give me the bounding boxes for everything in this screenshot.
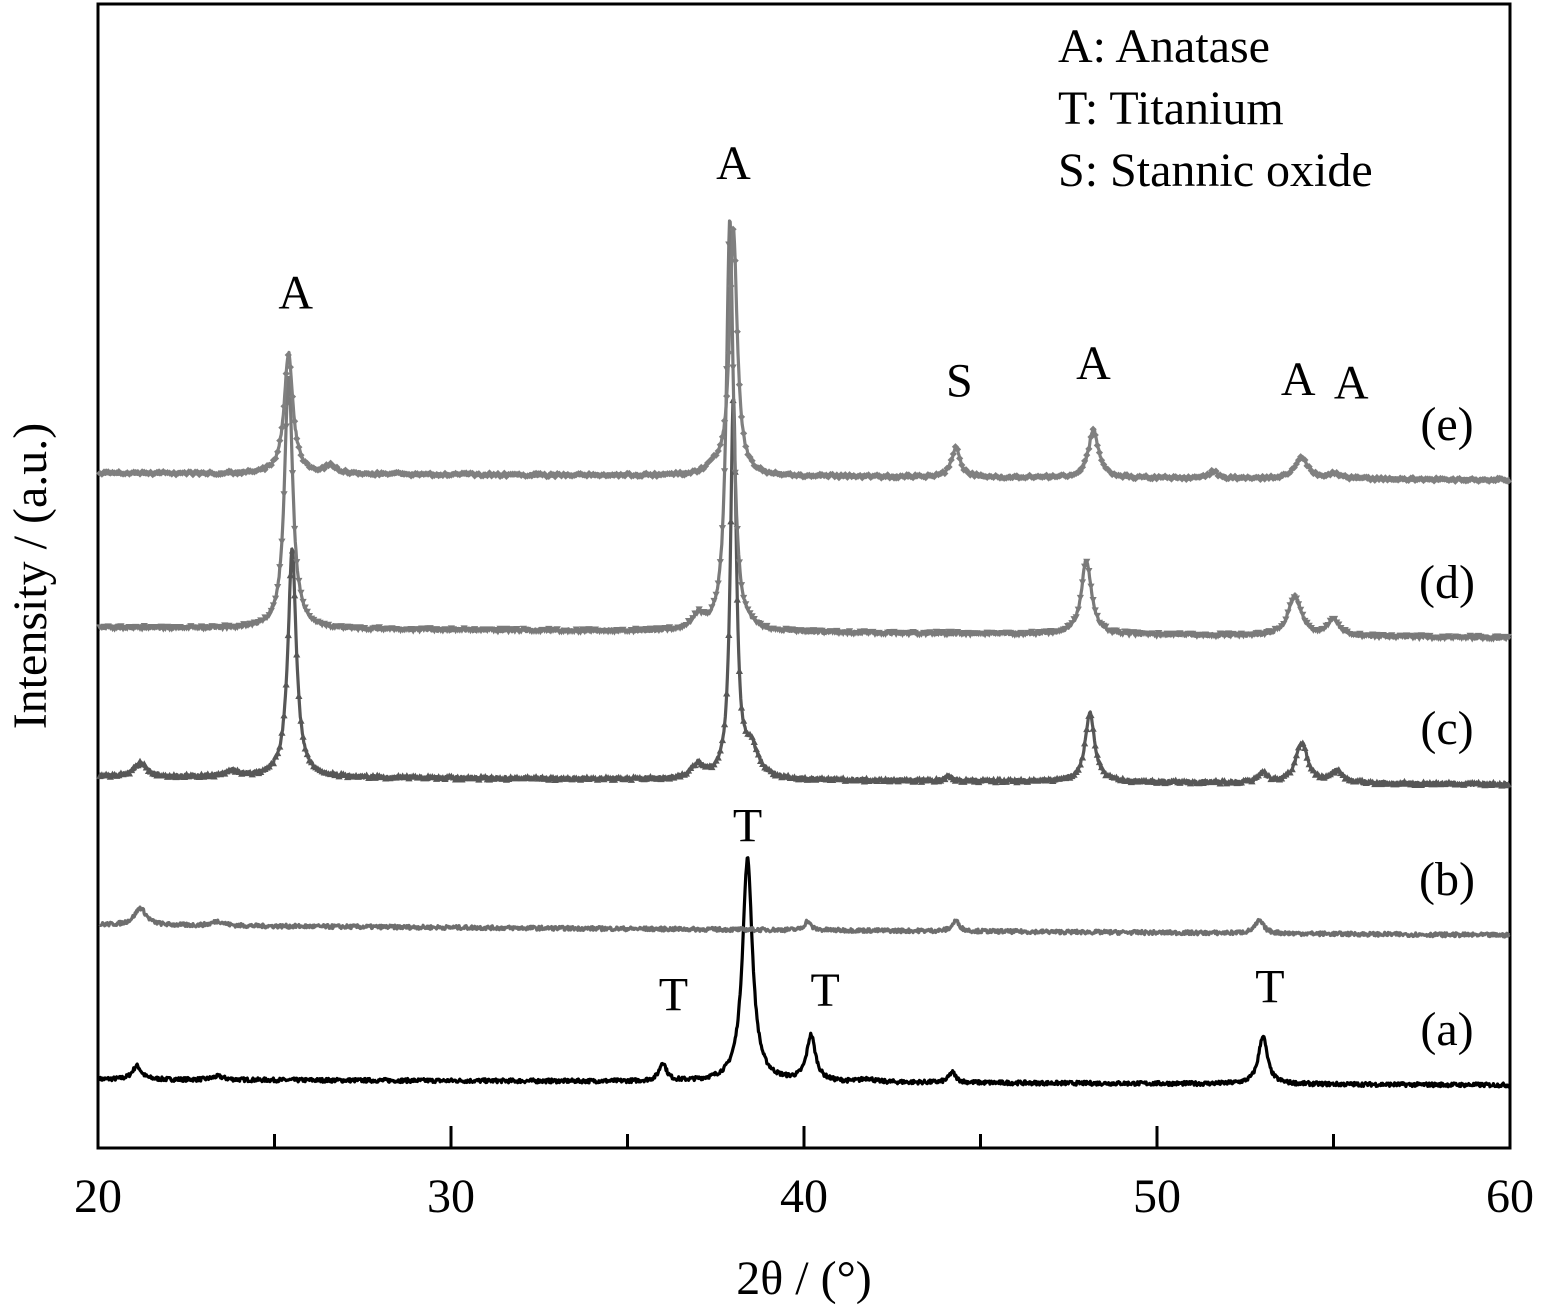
x-axis-label: 2θ / (°) <box>736 1252 872 1305</box>
series-label-c: (c) <box>1420 702 1473 755</box>
peak-label-T: T <box>733 799 762 852</box>
legend-item-titanium: T: Titanium <box>1058 82 1284 135</box>
peak-label-T: T <box>1255 961 1284 1014</box>
peak-label-A: A <box>1076 337 1111 390</box>
series-d <box>96 219 1512 643</box>
peak-label-A: A <box>1334 357 1369 410</box>
axis-layer: 20 30 40 50 60 <box>74 1126 1534 1223</box>
peak-label-A: A <box>278 266 313 319</box>
series-c <box>96 396 1512 789</box>
legend-item-anatase: A: Anatase <box>1058 20 1270 73</box>
series-label-a: (a) <box>1420 1003 1473 1056</box>
x-tick-label-20: 20 <box>74 1170 122 1223</box>
peak-label-T: T <box>659 969 688 1022</box>
peak-label-A: A <box>716 137 751 190</box>
x-tick-label-40: 40 <box>780 1170 828 1223</box>
y-axis-label: Intensity / (a.u.) <box>4 423 57 730</box>
series-line <box>98 856 1512 1089</box>
legend-item-stannic-oxide: S: Stannic oxide <box>1058 144 1373 197</box>
legend: A: Anatase T: Titanium S: Stannic oxide <box>1058 20 1373 197</box>
series-label-e: (e) <box>1420 398 1473 451</box>
x-tick-label-60: 60 <box>1486 1170 1534 1223</box>
x-tick-label-30: 30 <box>427 1170 475 1223</box>
peak-label-S: S <box>946 354 973 407</box>
peak-label-T: T <box>811 964 840 1017</box>
series-layer <box>96 219 1512 1089</box>
series-line <box>98 905 1511 939</box>
series-e <box>96 225 1512 485</box>
series-label-b: (b) <box>1419 853 1475 906</box>
series-a <box>98 856 1512 1089</box>
peak-label-A: A <box>1281 353 1316 406</box>
series-label-d: (d) <box>1419 556 1475 609</box>
x-tick-label-50: 50 <box>1133 1170 1181 1223</box>
series-b <box>98 905 1511 939</box>
